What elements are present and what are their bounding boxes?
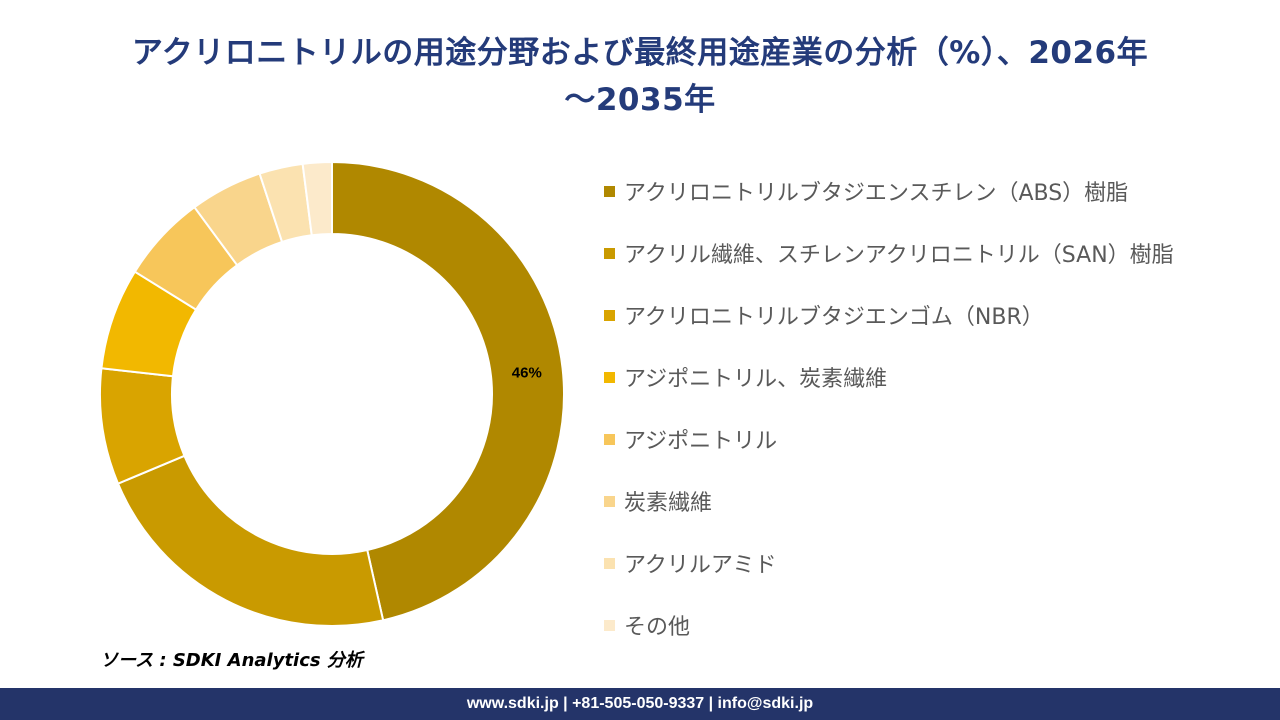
- data-label-1: 46%: [512, 364, 542, 381]
- legend-item-3: アクリロニトリルブタジエンゴム（NBR）: [604, 284, 1174, 346]
- donut-slice-1: [331, 160, 565, 622]
- legend-label: アクリル繊維、スチレンアクリロニトリル（SAN）樹脂: [624, 243, 1174, 268]
- legend-item-2: アクリル繊維、スチレンアクリロニトリル（SAN）樹脂: [604, 222, 1174, 284]
- legend-item-4: アジポニトリル、炭素繊維: [604, 346, 1174, 408]
- legend-item-5: アジポニトリル: [604, 408, 1174, 470]
- legend-swatch: [604, 371, 615, 383]
- legend-item-1: アクリロニトリルブタジエンスチレン（ABS）樹脂: [604, 160, 1174, 222]
- legend-swatch: [604, 495, 615, 507]
- legend-swatch: [604, 185, 615, 197]
- footer-contact: www.sdki.jp | +81-505-050-9337 | info@sd…: [466, 695, 814, 712]
- chart-title-line-2: ～2035年: [564, 82, 716, 118]
- legend-swatch: [604, 619, 615, 631]
- donut-chart: 46%: [99, 160, 565, 627]
- legend-label: アクリロニトリルブタジエンスチレン（ABS）樹脂: [624, 181, 1129, 206]
- source-note: ソース : SDKI Analytics 分析: [100, 650, 363, 671]
- chart-title: アクリロニトリルの用途分野および最終用途産業の分析（%）、2026年 ～2035…: [0, 30, 1280, 124]
- legend-label: 炭素繊維: [624, 491, 713, 516]
- legend-item-6: 炭素繊維: [604, 470, 1174, 532]
- legend-label: アクリロニトリルブタジエンゴム（NBR）: [624, 305, 1044, 330]
- chart-title-line-1: アクリロニトリルの用途分野および最終用途産業の分析（%）、2026年: [131, 35, 1149, 71]
- legend-swatch: [604, 247, 615, 259]
- legend-label: アクリルアミド: [624, 553, 777, 578]
- chart-legend: アクリロニトリルブタジエンスチレン（ABS）樹脂アクリル繊維、スチレンアクリロニ…: [604, 160, 1174, 656]
- legend-label: アジポニトリル: [624, 429, 778, 454]
- legend-item-7: アクリルアミド: [604, 532, 1174, 594]
- donut-slice-8: [301, 160, 333, 237]
- legend-swatch: [604, 433, 615, 445]
- donut-slice-2: [116, 454, 385, 627]
- legend-swatch: [604, 557, 615, 569]
- legend-item-8: その他: [604, 594, 1174, 656]
- footer-bar: www.sdki.jp | +81-505-050-9337 | info@sd…: [0, 688, 1280, 720]
- legend-swatch: [604, 309, 615, 321]
- legend-label: アジポニトリル、炭素繊維: [624, 367, 888, 392]
- legend-label: その他: [624, 615, 691, 640]
